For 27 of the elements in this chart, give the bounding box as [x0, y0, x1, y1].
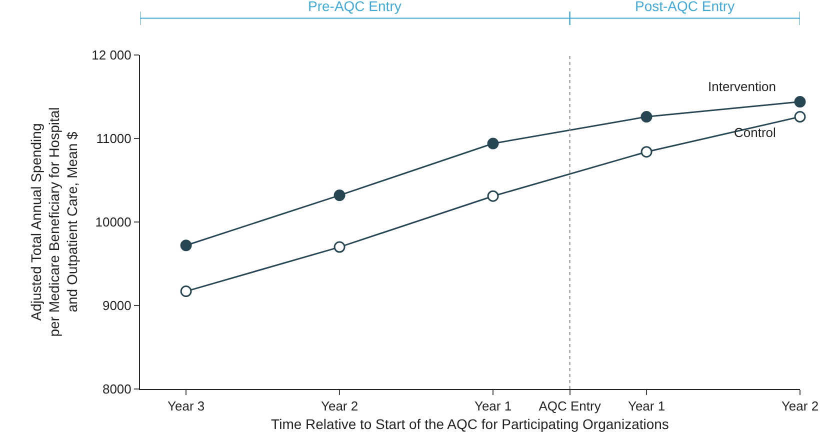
- y-tick-label: 12 000: [92, 48, 132, 63]
- point: [487, 138, 499, 150]
- x-tick-label: Year 2: [320, 398, 358, 414]
- x-tick-label: Year 3: [167, 398, 205, 414]
- x-axis-title: Time Relative to Start of the AQC for Participating Organizations: [271, 416, 669, 432]
- point: [640, 146, 652, 158]
- text: Post-AQC Entry: [635, 0, 735, 14]
- point: [334, 241, 346, 253]
- y-tick-label: 11000: [96, 131, 132, 146]
- point: [334, 190, 346, 202]
- series-label: Intervention: [708, 79, 776, 94]
- y-tick-label: 8000: [102, 382, 132, 397]
- x-tick-label: AQC Entry: [538, 398, 602, 414]
- point: [487, 190, 499, 202]
- point: [794, 96, 806, 108]
- x-tick-label: Year 2: [781, 398, 819, 414]
- y-tick-label: 10000: [95, 214, 132, 230]
- point: [640, 111, 652, 123]
- text: Pre-AQC Entry: [308, 0, 402, 14]
- point: [180, 240, 192, 252]
- x-tick-label: Year 1: [474, 398, 512, 414]
- y-axis-title: Adjusted Total Annual Spending per Medicare Beneficiary for Hospital and Outpatient Care, Mean $: [28, 107, 80, 337]
- point: [794, 111, 806, 123]
- series-label: Control: [734, 125, 776, 140]
- point: [180, 286, 192, 298]
- y-tick-label: 9000: [102, 298, 132, 314]
- x-tick-label: Year 1: [628, 398, 666, 414]
